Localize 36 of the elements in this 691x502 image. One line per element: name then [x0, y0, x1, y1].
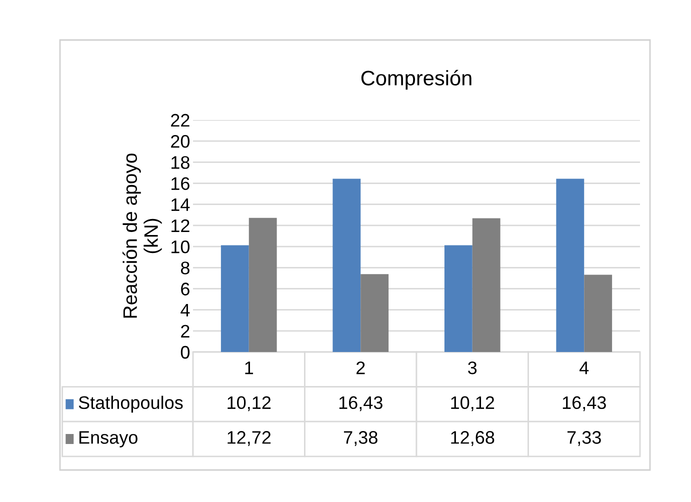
x-tick-label: 2: [356, 361, 365, 374]
bar: [220, 245, 249, 352]
data-label: 16,43: [562, 396, 606, 412]
data-label: 7,33: [567, 431, 601, 446]
x-tick-label: 1: [245, 362, 254, 374]
y-tick-label: 6: [181, 282, 190, 296]
y-tick-label: 12: [172, 219, 190, 232]
y-tick-label: 2: [181, 324, 190, 338]
y-tick-label: 22: [171, 114, 190, 127]
data-label: 10,12: [228, 396, 271, 412]
bar: [556, 178, 584, 352]
x-tick-label: 3: [468, 361, 477, 374]
y-tick-label: 0: [180, 346, 190, 359]
data-label: 7,38: [344, 431, 378, 446]
bar: [248, 218, 277, 352]
data-label: 16,43: [339, 396, 382, 412]
y-tick-label: 20: [171, 135, 190, 148]
y-tick-label: 4: [180, 304, 190, 316]
y-tick-label: 10: [172, 240, 190, 254]
data-label: 12,72: [228, 431, 271, 446]
bar: [332, 178, 361, 352]
y-tick-label: 16: [172, 177, 190, 190]
bar: [360, 274, 389, 352]
chart-title: Compresión: [361, 70, 472, 90]
x-tick-label: 4: [580, 362, 589, 374]
y-tick-label: 18: [172, 156, 190, 169]
bar: [584, 274, 612, 352]
bar: [444, 245, 472, 352]
legend-label: Ensayo: [79, 431, 138, 448]
y-axis-title: Reacción de apoyo (kN): [122, 154, 162, 318]
y-tick-label: 8: [180, 262, 190, 274]
bar: [472, 218, 500, 352]
legend-label: Stathopoulos: [78, 396, 183, 413]
data-label: 12,68: [451, 431, 494, 446]
y-tick-label: 14: [172, 198, 190, 211]
data-label: 10,12: [451, 396, 494, 412]
